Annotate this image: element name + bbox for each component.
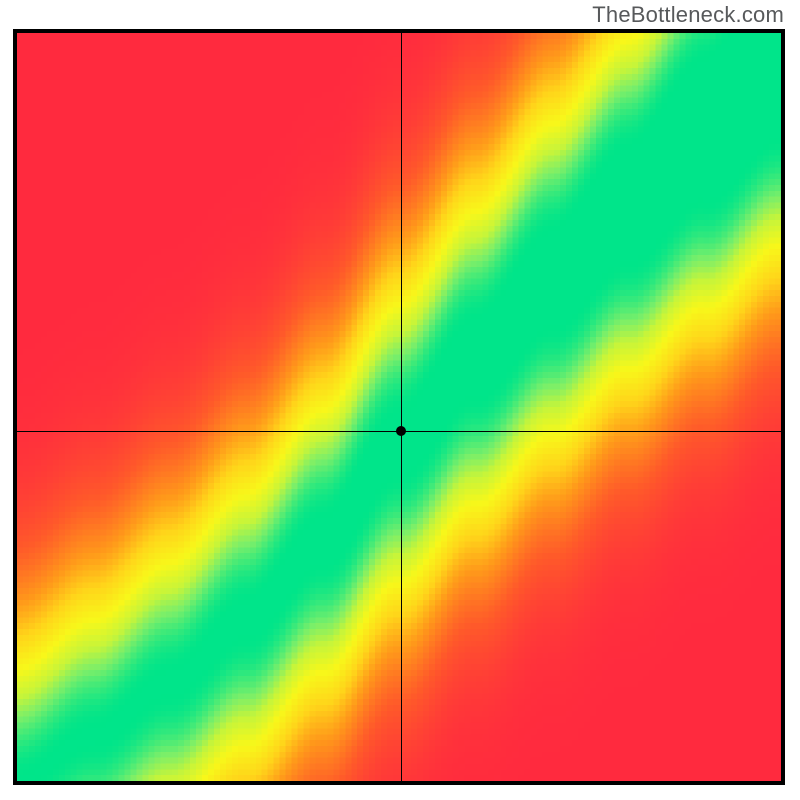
crosshair-marker bbox=[396, 426, 406, 436]
plot-area bbox=[13, 29, 785, 785]
watermark-text: TheBottleneck.com bbox=[592, 2, 784, 28]
crosshair-vertical bbox=[401, 33, 402, 781]
chart-container: TheBottleneck.com bbox=[0, 0, 800, 800]
bottleneck-heatmap bbox=[17, 33, 781, 781]
